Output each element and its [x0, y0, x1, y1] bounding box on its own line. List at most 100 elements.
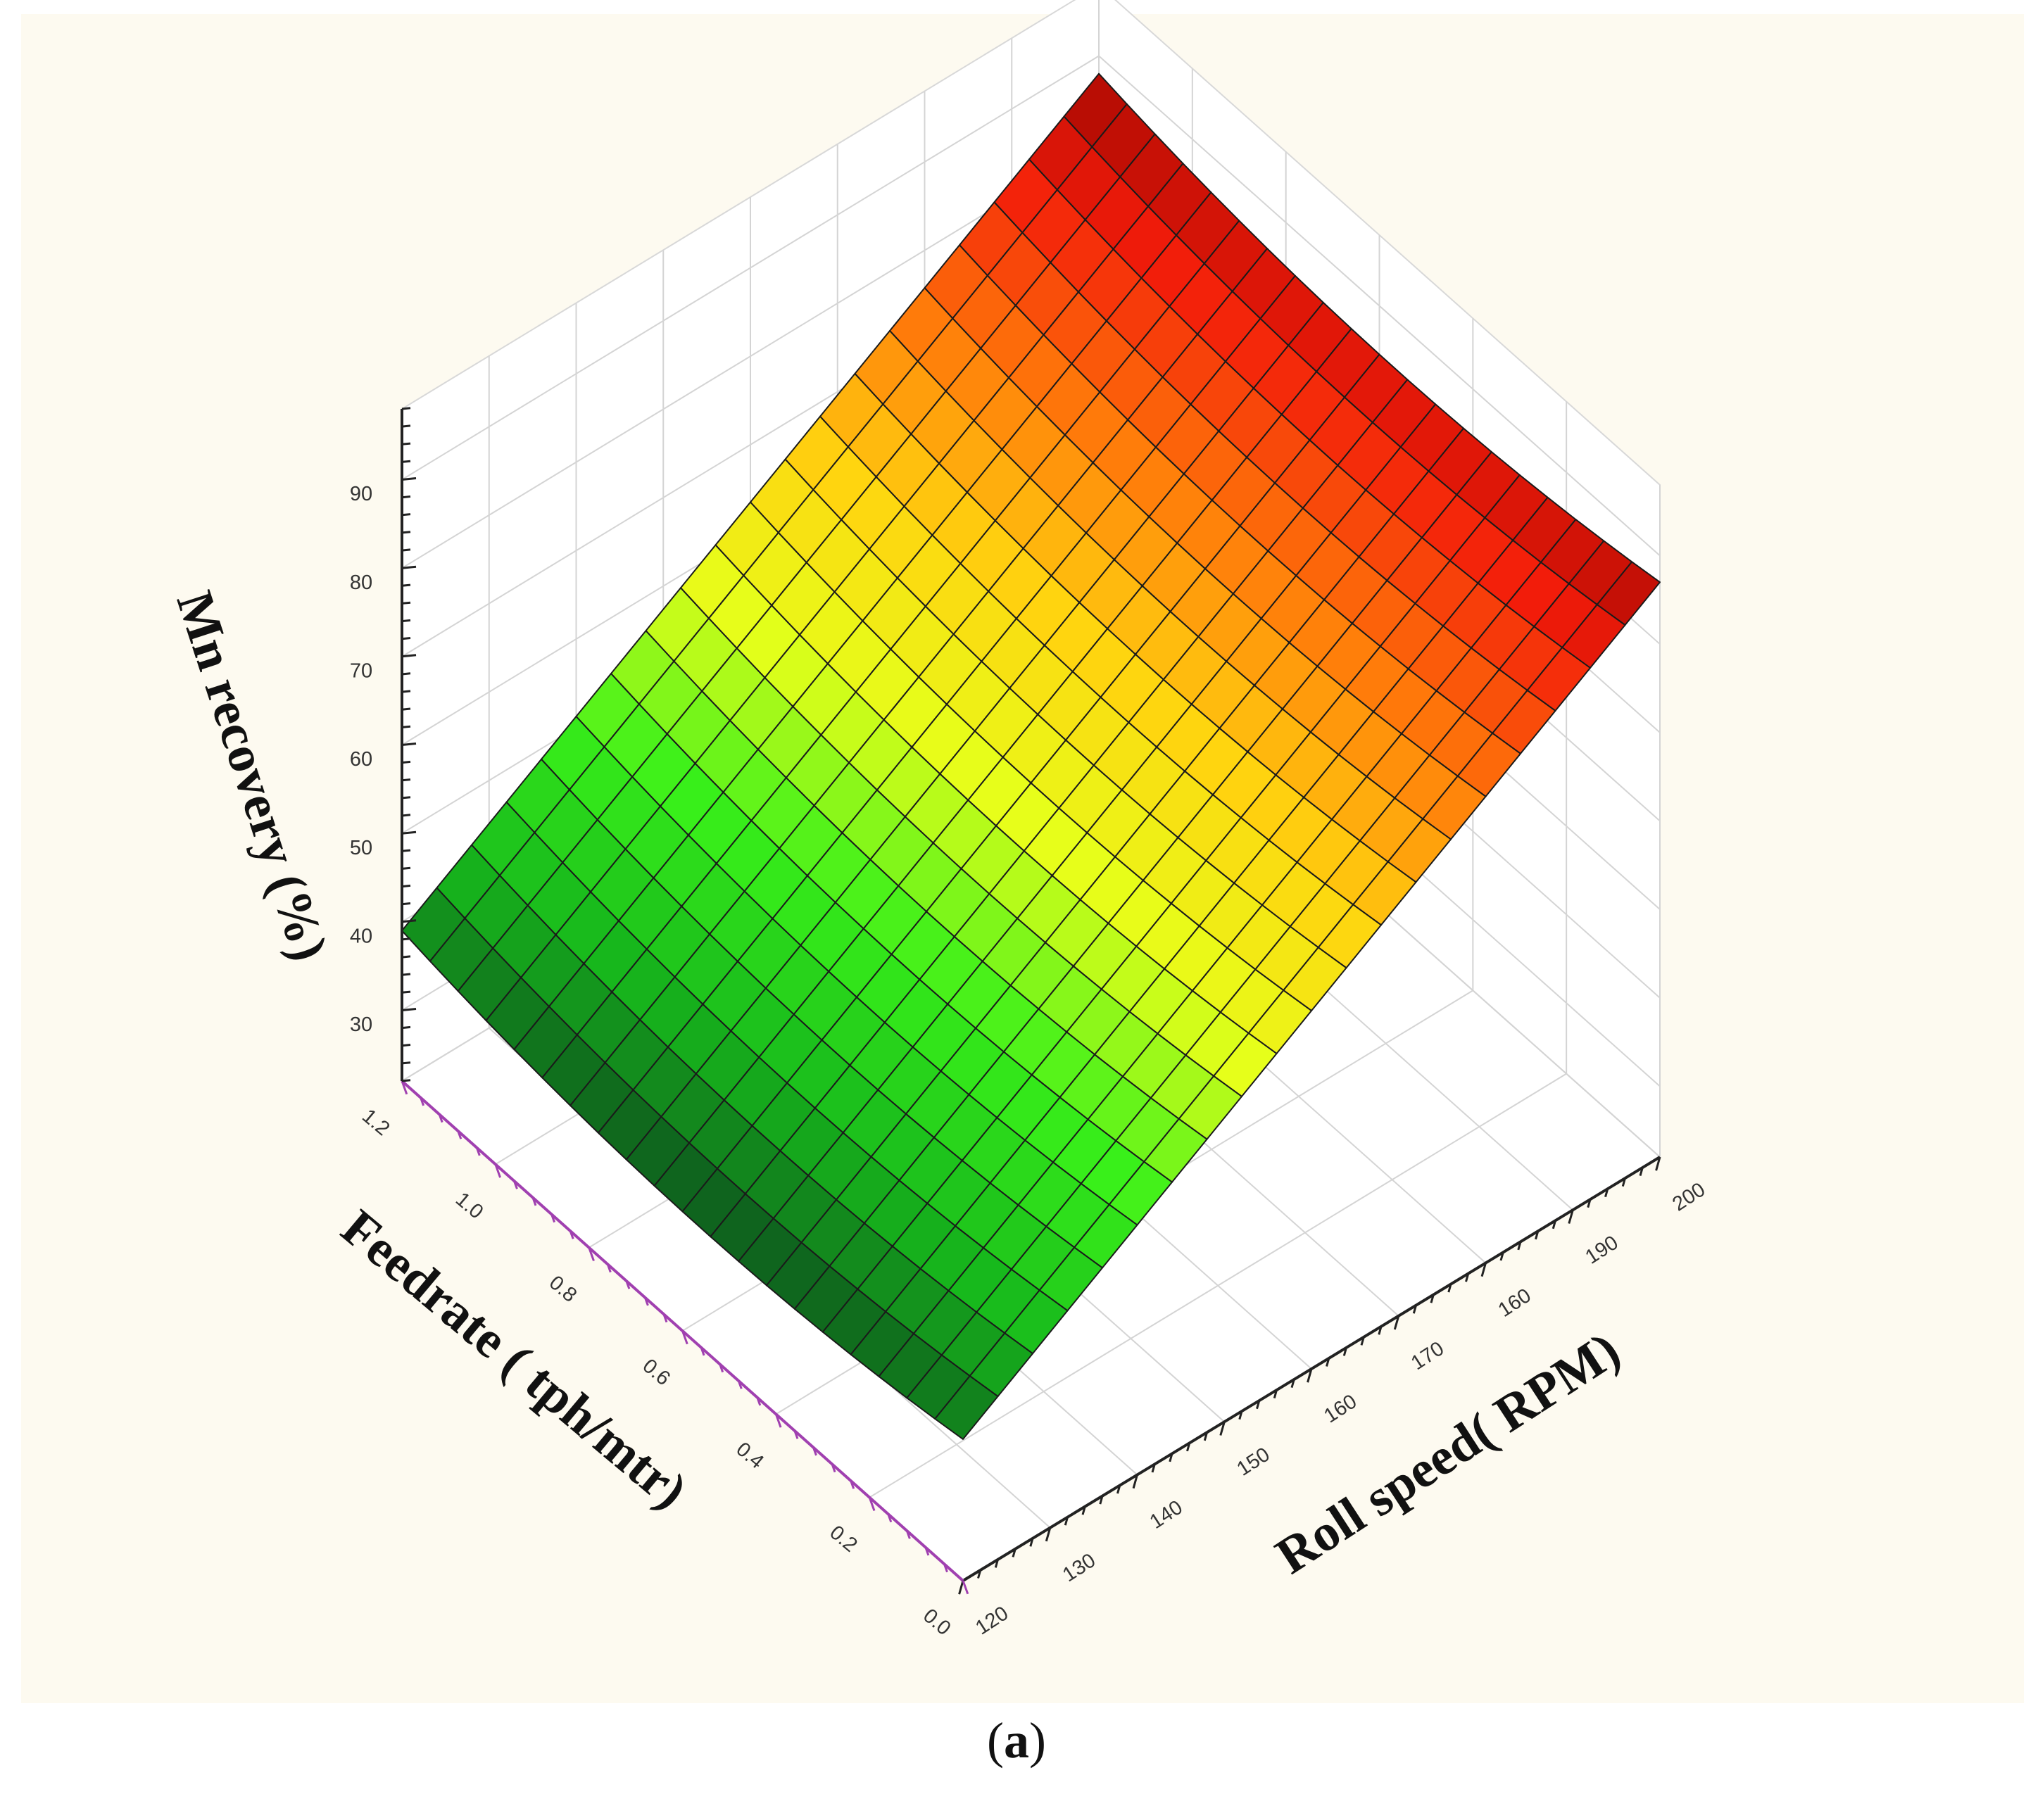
z-tick-minor	[401, 937, 411, 941]
x-tick-minor	[1360, 1336, 1365, 1346]
z-tick-minor	[401, 796, 411, 800]
caption-open: (	[987, 1712, 1004, 1769]
x-tick-minor	[1012, 1548, 1016, 1557]
z-tick-label: 40	[350, 925, 372, 947]
grid-wall-z	[1098, 55, 1661, 557]
y-tick-minor	[700, 1347, 705, 1356]
z-tick-label: 90	[350, 483, 372, 505]
surface-cell	[934, 1375, 999, 1440]
x-tick-major	[1568, 1209, 1574, 1224]
y-tick-minor	[420, 1097, 425, 1106]
x-tick-minor	[1186, 1442, 1191, 1452]
x-tick-major	[1655, 1156, 1661, 1171]
y-tick-minor	[812, 1447, 817, 1456]
x-tick-minor	[1535, 1230, 1540, 1240]
x-tick-minor	[1151, 1463, 1156, 1473]
z-tick-label: 50	[350, 837, 372, 859]
y-tick-major	[494, 1163, 502, 1178]
z-tick-minor	[401, 849, 411, 852]
y-tick-minor	[850, 1480, 855, 1489]
y-tick-major	[962, 1580, 969, 1595]
z-tick-major	[401, 742, 417, 746]
y-tick-minor	[662, 1313, 668, 1323]
y-tick-minor	[887, 1513, 893, 1523]
tick-marks	[401, 407, 1661, 1595]
z-tick-minor	[401, 690, 411, 693]
grid-wall-z	[401, 55, 1100, 481]
x-tick-minor	[1064, 1517, 1069, 1526]
y-tick-minor	[475, 1147, 481, 1156]
x-tick-minor	[1169, 1453, 1173, 1462]
y-tick-minor	[531, 1197, 537, 1206]
caption-close: )	[1029, 1712, 1046, 1769]
z-tick-minor	[401, 1025, 411, 1030]
z-tick-minor	[401, 583, 411, 587]
x-tick-minor	[1604, 1188, 1609, 1198]
x-tick-minor	[1621, 1177, 1626, 1187]
y-tick-minor	[793, 1430, 799, 1439]
z-tick-major	[401, 565, 417, 569]
x-tick-minor	[1290, 1379, 1295, 1389]
y-tick-major	[868, 1497, 876, 1512]
z-tick-minor	[401, 442, 411, 445]
y-tick-minor	[550, 1213, 556, 1223]
z-tick-major	[401, 1008, 417, 1011]
x-tick-major	[1132, 1474, 1138, 1489]
z-tick-minor	[401, 973, 411, 976]
x-tick-major	[1480, 1263, 1487, 1277]
z-tick-label: 70	[350, 659, 372, 682]
z-tick-minor	[401, 778, 411, 782]
y-tick-minor	[512, 1180, 518, 1189]
x-tick-minor	[1273, 1389, 1278, 1399]
x-tick-minor	[1116, 1485, 1121, 1494]
y-tick-minor	[737, 1380, 743, 1389]
x-tick-minor	[1430, 1294, 1435, 1303]
z-tick-minor	[401, 955, 411, 959]
z-tick-minor	[401, 1079, 411, 1082]
x-tick-minor	[1203, 1432, 1208, 1441]
z-tick-minor	[401, 884, 411, 888]
z-tick-major	[401, 830, 417, 835]
z-tick-minor	[401, 619, 411, 623]
y-tick-major	[774, 1413, 782, 1428]
z-tick-label: 80	[350, 571, 372, 594]
caption-letter: a	[1004, 1712, 1029, 1769]
y-tick-minor	[569, 1230, 574, 1239]
x-tick-minor	[1326, 1358, 1330, 1367]
x-tick-minor	[1081, 1506, 1086, 1515]
y-tick-minor	[756, 1397, 762, 1406]
z-tick-minor	[401, 725, 411, 728]
z-tick-minor	[401, 531, 411, 534]
y-tick-major	[681, 1330, 688, 1345]
y-tick-major	[588, 1247, 595, 1262]
x-tick-minor	[1499, 1252, 1504, 1261]
x-tick-minor	[1517, 1241, 1522, 1251]
x-tick-minor	[1447, 1284, 1452, 1293]
x-tick-minor	[1587, 1199, 1592, 1208]
y-tick-minor	[831, 1463, 836, 1473]
x-tick-minor	[1256, 1400, 1261, 1410]
y-tick-minor	[943, 1563, 948, 1573]
x-tick-minor	[1238, 1410, 1243, 1420]
y-tick-minor	[457, 1130, 462, 1139]
x-tick-minor	[1099, 1496, 1104, 1505]
x-tick-minor	[1029, 1538, 1034, 1547]
y-tick-minor	[625, 1280, 631, 1289]
surface-chart: 1201301401501601701601902000.00.20.40.60…	[21, 0, 2024, 1703]
x-tick-minor	[977, 1569, 982, 1579]
response-surface	[401, 72, 1661, 1440]
x-tick-minor	[1412, 1305, 1417, 1314]
x-tick-minor	[994, 1559, 999, 1568]
x-tick-minor	[1465, 1273, 1470, 1282]
x-tick-major	[1219, 1421, 1226, 1436]
z-tick-minor	[401, 814, 411, 817]
y-tick-major	[401, 1080, 408, 1095]
x-tick-major	[958, 1580, 964, 1595]
z-tick-major	[401, 477, 417, 481]
y-tick-minor	[905, 1530, 911, 1539]
x-tick-minor	[1342, 1347, 1347, 1356]
z-tick-label: 30	[350, 1013, 372, 1036]
y-tick-minor	[719, 1363, 724, 1373]
grid-floor-y	[869, 1073, 1567, 1498]
